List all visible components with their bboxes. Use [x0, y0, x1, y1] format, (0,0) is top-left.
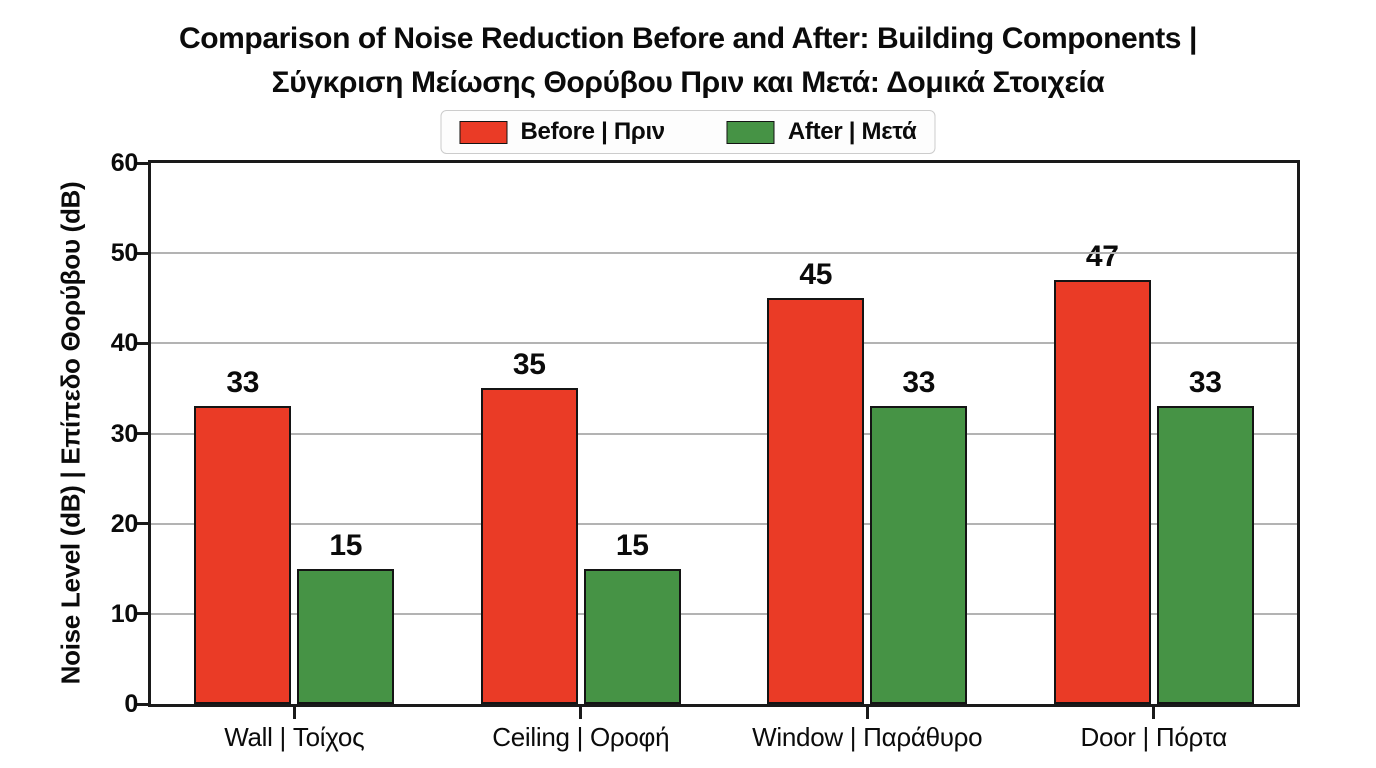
y-tick-mark-0	[134, 702, 148, 706]
bar-value-label-after-1: 15	[615, 528, 649, 562]
legend: Before | Πριν After | Μετά	[440, 110, 936, 154]
bar-value-label-before-2: 45	[799, 258, 833, 292]
bar-after-1	[583, 568, 681, 704]
y-tick-label-60: 60	[110, 149, 139, 177]
grid-line-y-50	[151, 252, 1297, 255]
y-tick-mark-50	[134, 251, 148, 255]
x-tick-mark-3	[1152, 707, 1156, 719]
x-tick-label-1: Ceiling | Οροφή	[492, 722, 670, 752]
y-tick-label-50: 50	[110, 239, 139, 268]
y-tick-mark-60	[134, 161, 148, 165]
x-tick-mark-0	[292, 707, 296, 719]
bar-before-3	[1053, 280, 1151, 704]
bar-after-3	[1156, 406, 1254, 704]
legend-swatch-after-icon	[726, 120, 775, 144]
y-tick-mark-20	[134, 522, 148, 526]
x-tick-mark-2	[865, 707, 869, 719]
grid-line-y-40	[151, 342, 1297, 345]
y-tick-mark-40	[134, 341, 148, 345]
legend-item-after: After | Μετά	[726, 118, 917, 146]
bar-before-1	[480, 388, 578, 704]
legend-item-before: Before | Πριν	[459, 118, 665, 146]
grid-line-y-20	[151, 522, 1297, 525]
bar-after-0	[297, 568, 395, 704]
legend-swatch-before-icon	[459, 120, 508, 144]
y-tick-label-30: 30	[110, 419, 139, 448]
y-tick-label-20: 20	[110, 509, 139, 538]
bar-after-2	[870, 406, 968, 704]
bar-value-label-before-1: 35	[512, 348, 546, 382]
chart-title: Comparison of Noise Reduction Before and…	[178, 22, 1198, 99]
bar-before-2	[767, 298, 865, 704]
y-tick-mark-30	[134, 432, 148, 435]
legend-label-after: After | Μετά	[787, 118, 917, 145]
y-tick-label-40: 40	[110, 329, 139, 358]
plot-area	[148, 160, 1300, 707]
bar-value-label-after-0: 15	[329, 528, 363, 562]
bar-value-label-after-3: 33	[1188, 366, 1222, 400]
y-tick-label-10: 10	[110, 599, 139, 628]
bar-before-0	[194, 406, 292, 704]
bar-value-label-after-2: 33	[902, 366, 936, 400]
x-tick-label-0: Wall | Τοίχος	[224, 722, 365, 752]
grid-line-y-10	[151, 612, 1297, 615]
x-tick-label-3: Door | Πόρτα	[1080, 722, 1228, 752]
legend-label-before: Before | Πριν	[520, 118, 665, 145]
x-tick-label-2: Window | Παράθυρο	[752, 722, 983, 752]
y-tick-label-0: 0	[124, 690, 138, 718]
x-tick-mark-1	[579, 707, 583, 719]
y-tick-mark-10	[134, 612, 148, 616]
bar-value-label-before-0: 33	[226, 366, 260, 400]
bar-value-label-before-3: 47	[1085, 240, 1119, 274]
grid-line-y-30	[151, 432, 1297, 435]
